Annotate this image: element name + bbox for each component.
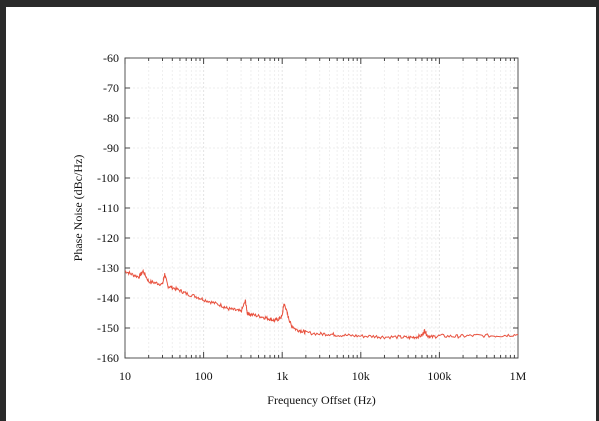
x-tick-label: 10: [119, 369, 131, 383]
frame-border-left: [0, 0, 6, 421]
x-tick-label: 10k: [352, 369, 370, 383]
y-axis-title: Phase Noise (dBc/Hz): [71, 155, 85, 262]
y-tick-label: -70: [103, 81, 119, 95]
x-tick-label: 100: [195, 369, 213, 383]
x-tick-label: 1M: [510, 369, 527, 383]
series-line-phase-noise: [124, 268, 518, 341]
y-tick-label: -150: [97, 321, 119, 335]
frame-border-right: [596, 0, 599, 421]
y-tick-label: -160: [97, 351, 119, 365]
x-axis-title: Frequency Offset (Hz): [267, 393, 375, 407]
tick-labels-layer: -60 -70 -80 -90 -100 -110 -120 -130 -140 -150 -160…: [97, 51, 527, 383]
y-tick-label: -140: [97, 291, 119, 305]
y-tick-label: -100: [97, 171, 119, 185]
y-tick-label: -110: [97, 201, 119, 215]
y-tick-label: -90: [103, 141, 119, 155]
ticks-layer: [124, 57, 518, 359]
y-tick-label: -130: [97, 261, 119, 275]
y-tick-label: -60: [103, 51, 119, 65]
grid-layer: [124, 57, 518, 359]
y-tick-label: -80: [103, 111, 119, 125]
x-tick-label: 100k: [427, 369, 451, 383]
x-tick-label: 1k: [276, 369, 288, 383]
frame-border-top: [0, 0, 599, 7]
y-tick-label: -120: [97, 231, 119, 245]
